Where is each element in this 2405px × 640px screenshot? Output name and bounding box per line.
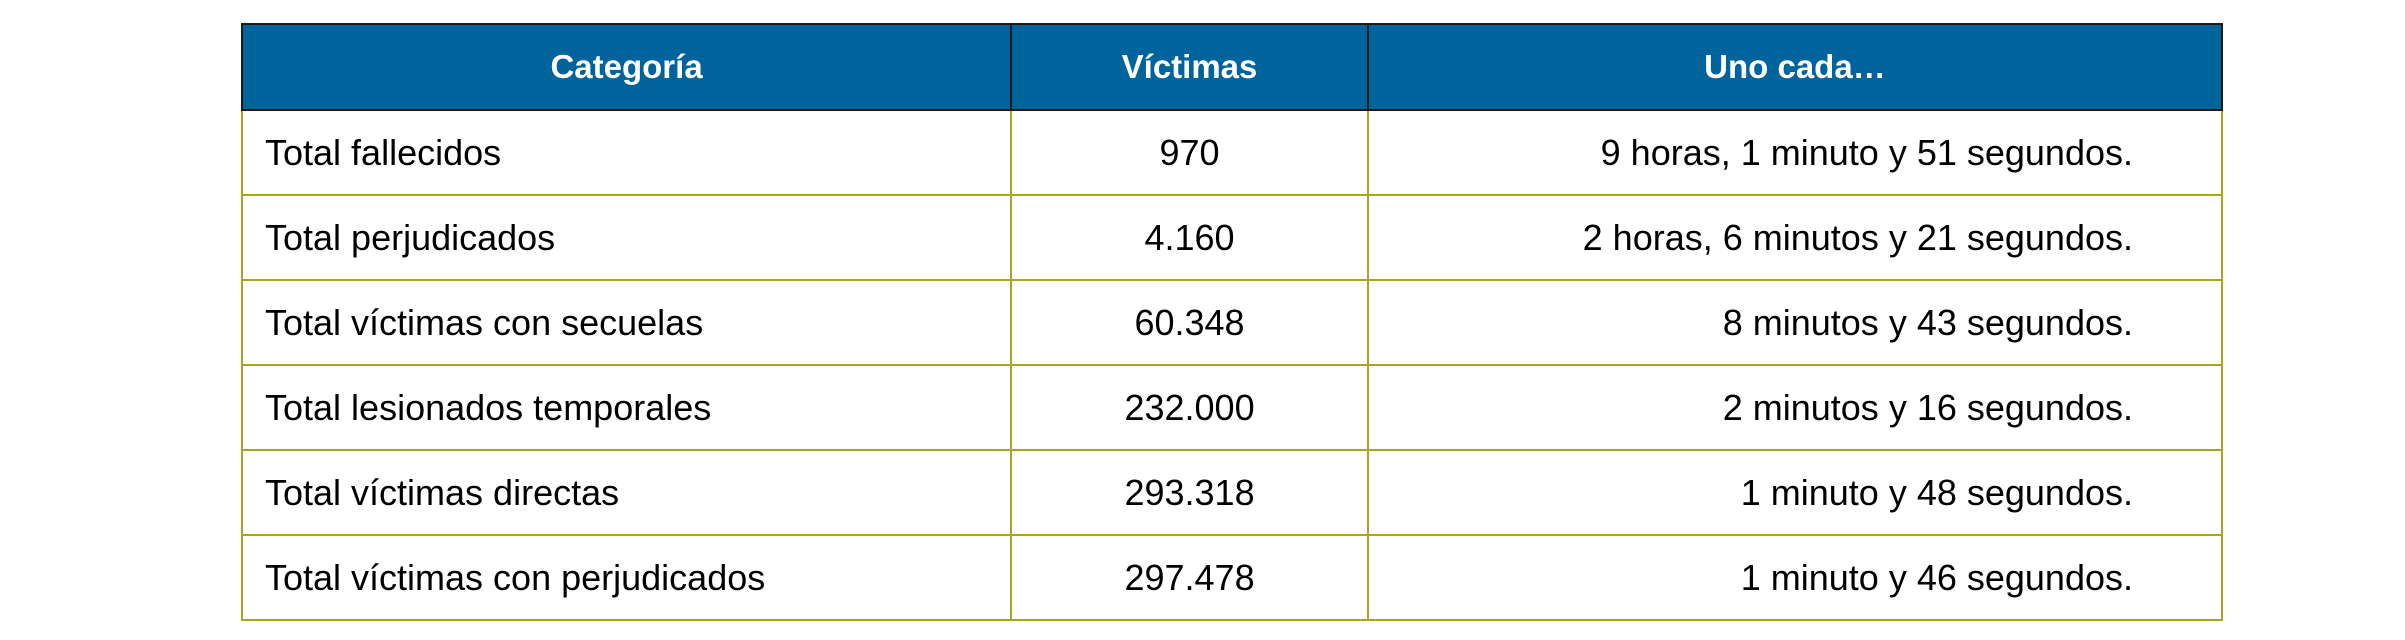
category-cell: Total víctimas con secuelas bbox=[240, 279, 1013, 366]
category-cell: Total fallecidos bbox=[240, 109, 1013, 196]
category-cell: Total víctimas con perjudicados bbox=[240, 534, 1013, 621]
interval-cell: 1 minuto y 46 segundos. bbox=[1366, 534, 2224, 621]
interval-cell: 2 horas, 6 minutos y 21 segundos. bbox=[1366, 194, 2224, 281]
header-uno-cada: Uno cada… bbox=[1366, 23, 2224, 111]
victims-cell: 970 bbox=[1010, 109, 1369, 196]
table-row: Total lesionados temporales 232.000 2 minu… bbox=[240, 364, 2224, 451]
interval-cell: 8 minutos y 43 segundos. bbox=[1366, 279, 2224, 366]
victims-table: Categoría Víctimas Uno cada… Total falle… bbox=[240, 23, 2224, 621]
header-categoria: Categoría bbox=[240, 23, 1013, 111]
table-row: Total víctimas con secuelas 60.348 8 minut… bbox=[240, 279, 2224, 366]
header-row: Categoría Víctimas Uno cada… bbox=[240, 23, 2224, 111]
interval-cell: 1 minuto y 48 segundos. bbox=[1366, 449, 2224, 536]
category-cell: Total perjudicados bbox=[240, 194, 1013, 281]
table-row: Total perjudicados 4.160 2 horas, 6 minuto… bbox=[240, 194, 2224, 281]
victims-cell: 293.318 bbox=[1010, 449, 1369, 536]
category-cell: Total lesionados temporales bbox=[240, 364, 1013, 451]
header-victimas: Víctimas bbox=[1010, 23, 1369, 111]
table-row: Total fallecidos 970 9 horas, 1 minuto y 5… bbox=[240, 109, 2224, 196]
victims-cell: 4.160 bbox=[1010, 194, 1369, 281]
victims-cell: 297.478 bbox=[1010, 534, 1369, 621]
table-row: Total víctimas con perjudicados 297.478 1 … bbox=[240, 534, 2224, 621]
interval-cell: 2 minutos y 16 segundos. bbox=[1366, 364, 2224, 451]
victims-cell: 232.000 bbox=[1010, 364, 1369, 451]
category-cell: Total víctimas directas bbox=[240, 449, 1013, 536]
interval-cell: 9 horas, 1 minuto y 51 segundos. bbox=[1366, 109, 2224, 196]
table-row: Total víctimas directas 293.318 1 minuto y… bbox=[240, 449, 2224, 536]
victims-cell: 60.348 bbox=[1010, 279, 1369, 366]
